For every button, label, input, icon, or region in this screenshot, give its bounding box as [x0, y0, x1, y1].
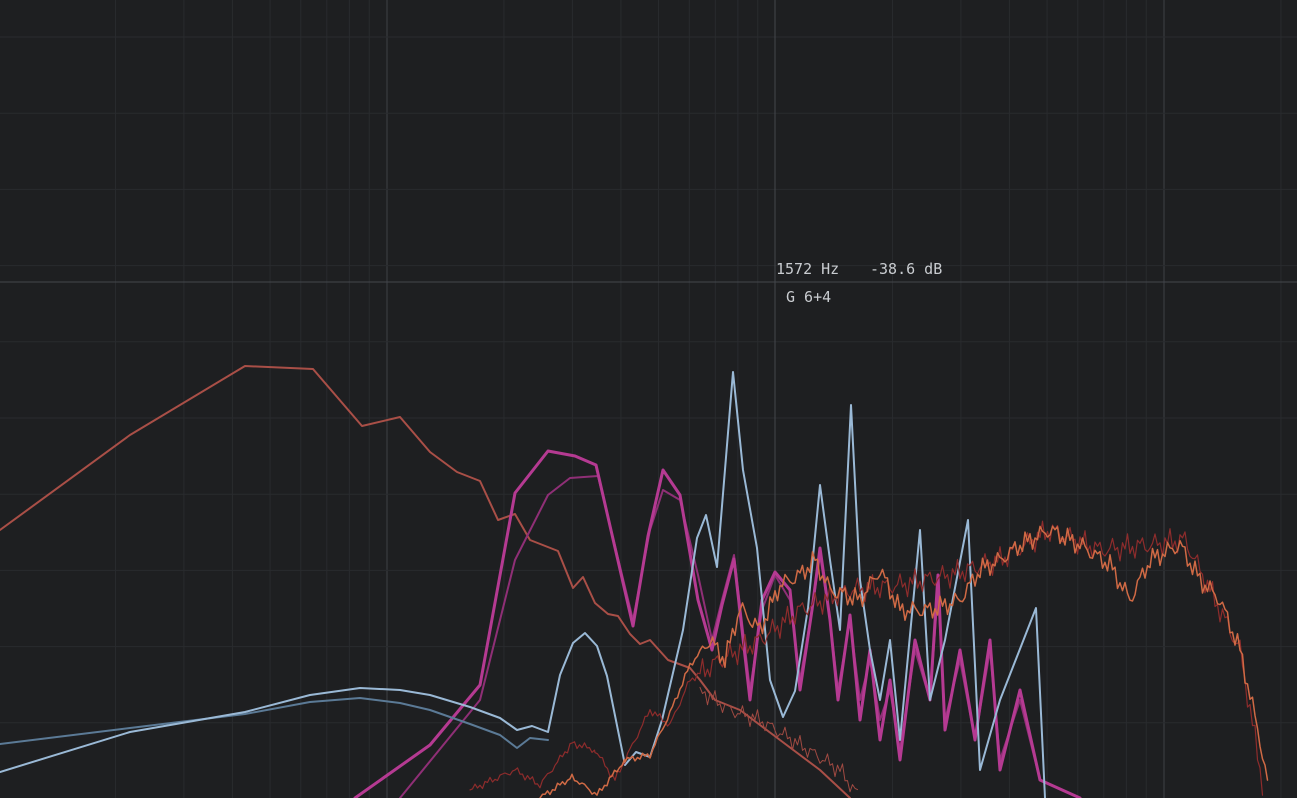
readout-level: -38.6 dB	[870, 260, 942, 278]
readout-frequency: 1572 Hz	[776, 260, 839, 278]
curve	[699, 686, 858, 793]
curve	[353, 449, 1082, 798]
curve	[0, 371, 1046, 798]
curves	[0, 365, 1269, 798]
curve	[469, 520, 1264, 796]
curve	[539, 525, 1269, 798]
readout-note: G 6+4	[786, 288, 831, 306]
curve	[0, 365, 851, 798]
